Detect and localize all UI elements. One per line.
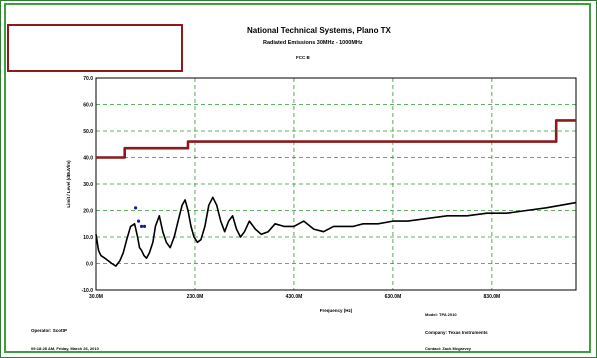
- x-tick-label: 830.0M: [484, 294, 501, 300]
- x-axis-label: Frequency (Hz): [320, 308, 353, 313]
- y-tick-label: 30.0: [83, 182, 93, 188]
- chart-subtitle: Radiated Emissions 30MHz - 1000MHz: [263, 40, 363, 46]
- datetime-label: 09:18:28 AM, Friday, March 26, 2010: [31, 346, 99, 351]
- y-tick-label: -10.0: [82, 288, 94, 294]
- chart-border: [4, 3, 591, 353]
- y-axis-label: Limit / Level (dBuV/m): [66, 160, 71, 208]
- peak-marker: [139, 224, 144, 228]
- x-tick-label: 630.0M: [385, 294, 402, 300]
- y-tick-label: 10.0: [83, 235, 93, 241]
- plot-area: [95, 77, 577, 291]
- model-label: Model: TPA 2010: [425, 312, 457, 317]
- y-tick-label: 0.0: [86, 262, 93, 268]
- x-tick-label: 430.0M: [286, 294, 303, 300]
- peak-marker: [136, 219, 141, 223]
- y-tick-label: 70.0: [83, 76, 93, 82]
- company-label: Company: Texas Instruments: [425, 330, 488, 335]
- operator-label: Operator: ScottP: [31, 328, 68, 333]
- y-tick-label: 60.0: [83, 103, 93, 109]
- y-tick-label: 40.0: [83, 156, 93, 162]
- chart-title: National Technical Systems, Plano TX: [247, 26, 391, 35]
- contact-label: Contact: Zack Mcgarvey: [425, 346, 472, 351]
- limit-line: [96, 119, 576, 159]
- scan-trace: [95, 196, 577, 267]
- y-tick-label: 50.0: [83, 129, 93, 135]
- y-tick-label: 20.0: [83, 209, 93, 215]
- x-tick-label: 230.0M: [187, 294, 204, 300]
- peak-marker: [133, 206, 138, 210]
- standard-label: FCC B: [296, 55, 310, 60]
- legend: [7, 24, 183, 72]
- x-tick-label: 30.0M: [89, 294, 103, 300]
- peak-marker: [142, 224, 147, 228]
